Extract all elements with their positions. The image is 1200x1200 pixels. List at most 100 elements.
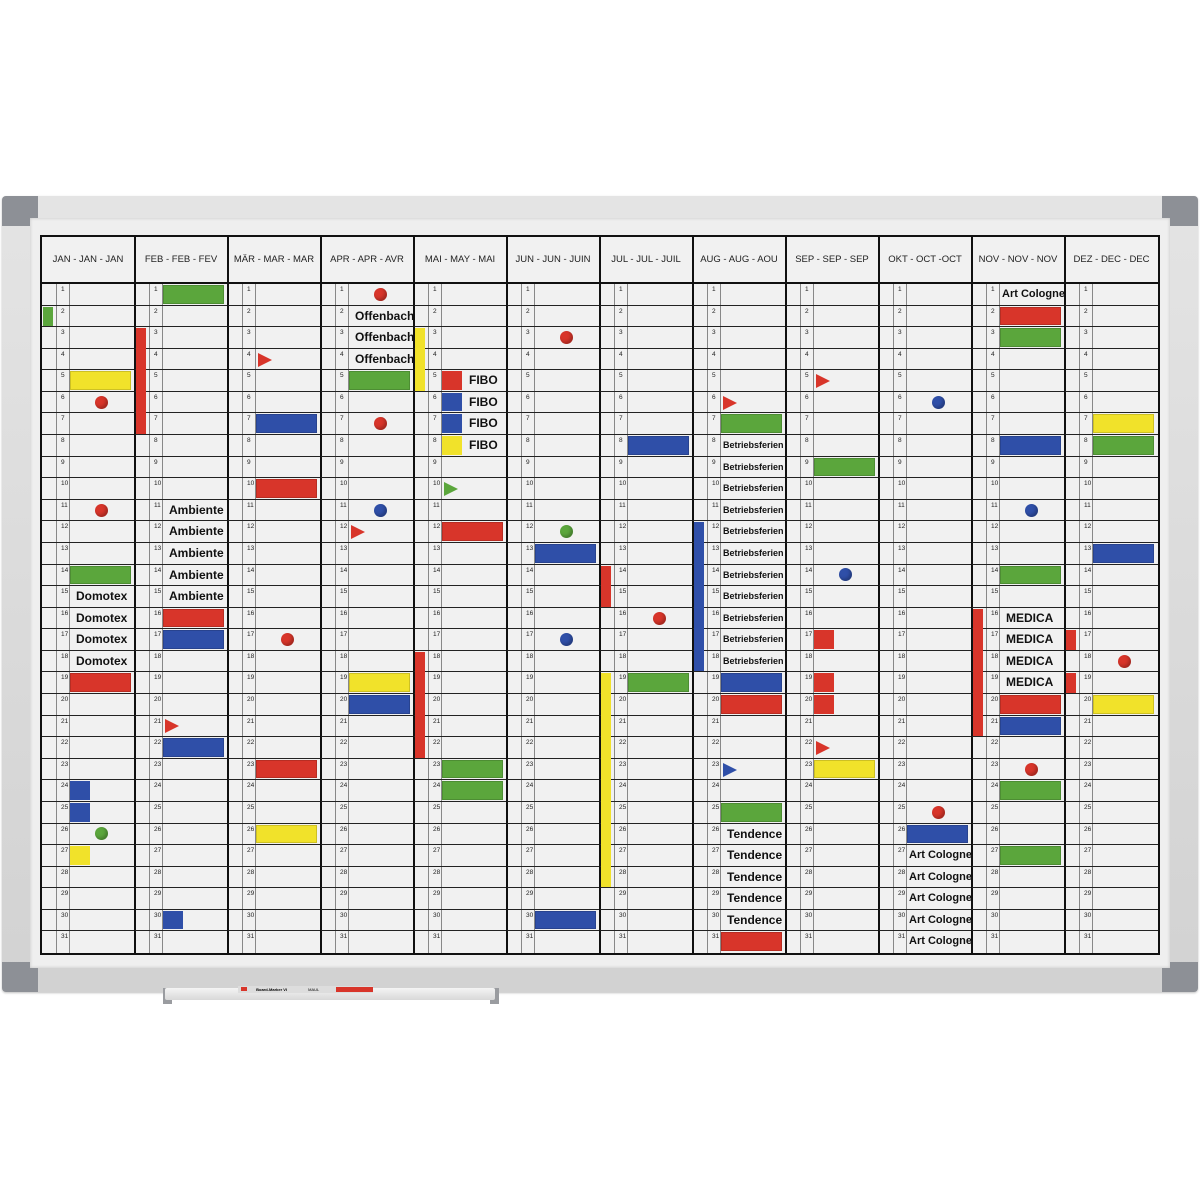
magnetic-bar[interactable] bbox=[721, 414, 782, 434]
day-row[interactable]: 20 bbox=[228, 694, 320, 716]
day-row[interactable]: 5 bbox=[786, 370, 878, 392]
day-row[interactable]: 31 bbox=[786, 931, 878, 953]
magnetic-bar[interactable] bbox=[256, 824, 317, 844]
magnetic-square[interactable] bbox=[442, 414, 462, 434]
day-row[interactable]: 3 bbox=[1065, 327, 1158, 349]
day-row[interactable]: 12 bbox=[600, 521, 692, 543]
day-row[interactable]: 5 bbox=[228, 370, 320, 392]
day-row[interactable]: 3 bbox=[879, 327, 971, 349]
day-row[interactable]: 20 bbox=[42, 694, 134, 716]
day-row[interactable]: 14 bbox=[693, 564, 785, 587]
day-row[interactable]: 13 bbox=[972, 542, 1064, 565]
magnetic-bar[interactable] bbox=[907, 824, 968, 844]
day-row[interactable]: 27 bbox=[321, 845, 413, 867]
day-row[interactable]: 17 bbox=[321, 629, 413, 651]
day-row[interactable]: 13 bbox=[321, 542, 413, 565]
day-row[interactable]: 4 bbox=[786, 348, 878, 371]
day-row[interactable]: 21 bbox=[414, 715, 506, 738]
magnetic-bar[interactable] bbox=[163, 608, 224, 628]
day-row[interactable]: 23 bbox=[786, 758, 878, 781]
day-row[interactable]: 16 bbox=[135, 607, 227, 630]
magnetic-bar[interactable] bbox=[721, 802, 782, 822]
magnetic-bar[interactable] bbox=[1000, 565, 1061, 585]
board-marker[interactable]: Board-Marker VI MAUL bbox=[238, 986, 373, 993]
magnetic-bar[interactable] bbox=[442, 759, 503, 779]
day-row[interactable]: 18 bbox=[414, 650, 506, 673]
magnetic-strip[interactable] bbox=[1066, 673, 1076, 694]
day-row[interactable]: 10 bbox=[1065, 478, 1158, 500]
flag-triangle-icon[interactable] bbox=[816, 740, 830, 755]
magnetic-square[interactable] bbox=[70, 781, 90, 800]
day-row[interactable]: 27 bbox=[135, 845, 227, 867]
day-row[interactable]: 11 bbox=[786, 499, 878, 522]
magnetic-strip[interactable] bbox=[415, 328, 425, 391]
day-row[interactable]: 27 bbox=[507, 845, 599, 867]
day-row[interactable]: 28 bbox=[414, 866, 506, 889]
day-row[interactable]: 31 bbox=[600, 931, 692, 953]
magnetic-bar[interactable] bbox=[256, 414, 317, 434]
day-row[interactable]: 12 bbox=[414, 521, 506, 543]
day-row[interactable]: 11 bbox=[135, 499, 227, 522]
day-row[interactable]: 14 bbox=[786, 564, 878, 587]
day-row[interactable]: 8 bbox=[1065, 435, 1158, 457]
day-row[interactable]: 28 bbox=[600, 866, 692, 889]
day-row[interactable]: 4 bbox=[135, 348, 227, 371]
day-row[interactable]: 20 bbox=[507, 694, 599, 716]
day-row[interactable]: 26 bbox=[1065, 823, 1158, 846]
day-row[interactable]: 24 bbox=[786, 780, 878, 802]
day-row[interactable]: 7 bbox=[786, 413, 878, 436]
day-row[interactable]: 27 bbox=[972, 845, 1064, 867]
day-row[interactable]: 25 bbox=[228, 801, 320, 824]
day-row[interactable]: 18 bbox=[600, 650, 692, 673]
day-row[interactable]: 16 bbox=[321, 607, 413, 630]
day-row[interactable]: 5 bbox=[879, 370, 971, 392]
day-row[interactable]: 21 bbox=[972, 715, 1064, 738]
day-row[interactable]: 29 bbox=[693, 888, 785, 910]
day-row[interactable]: 16 bbox=[600, 607, 692, 630]
day-row[interactable]: 10 bbox=[507, 478, 599, 500]
day-row[interactable]: 9 bbox=[507, 456, 599, 479]
magnetic-bar[interactable] bbox=[628, 436, 689, 455]
day-row[interactable]: 14 bbox=[414, 564, 506, 587]
day-row[interactable]: 25 bbox=[600, 801, 692, 824]
day-row[interactable]: 16 bbox=[786, 607, 878, 630]
day-row[interactable]: 19 bbox=[600, 672, 692, 695]
day-row[interactable]: 19 bbox=[414, 672, 506, 695]
day-row[interactable]: 17 bbox=[693, 629, 785, 651]
magnetic-bar[interactable] bbox=[1000, 781, 1061, 800]
day-row[interactable]: 21 bbox=[879, 715, 971, 738]
magnetic-bar[interactable] bbox=[349, 695, 410, 714]
magnetic-bar[interactable] bbox=[1000, 436, 1061, 455]
day-row[interactable]: 15 bbox=[693, 586, 785, 608]
day-row[interactable]: 2 bbox=[972, 305, 1064, 328]
day-row[interactable]: 21 bbox=[1065, 715, 1158, 738]
day-row[interactable]: 6 bbox=[879, 391, 971, 414]
day-row[interactable]: 1 bbox=[321, 284, 413, 306]
day-row[interactable]: 7 bbox=[414, 413, 506, 436]
day-row[interactable]: 31 bbox=[972, 931, 1064, 953]
day-row[interactable]: 27 bbox=[1065, 845, 1158, 867]
day-row[interactable]: 6 bbox=[135, 391, 227, 414]
day-row[interactable]: 28 bbox=[135, 866, 227, 889]
day-row[interactable]: 15 bbox=[879, 586, 971, 608]
day-row[interactable]: 22 bbox=[507, 737, 599, 759]
day-row[interactable]: 17 bbox=[414, 629, 506, 651]
day-row[interactable]: 26 bbox=[972, 823, 1064, 846]
day-row[interactable]: 22 bbox=[1065, 737, 1158, 759]
day-row[interactable]: 6 bbox=[42, 391, 134, 414]
magnetic-bar[interactable] bbox=[1000, 846, 1061, 865]
day-row[interactable]: 22 bbox=[786, 737, 878, 759]
day-row[interactable]: 9 bbox=[42, 456, 134, 479]
day-row[interactable]: 13 bbox=[507, 542, 599, 565]
day-row[interactable]: 10 bbox=[135, 478, 227, 500]
day-row[interactable]: 1 bbox=[507, 284, 599, 306]
day-row[interactable]: 1 bbox=[972, 284, 1064, 306]
day-row[interactable]: 8 bbox=[414, 435, 506, 457]
day-row[interactable]: 10 bbox=[693, 478, 785, 500]
day-row[interactable]: 20 bbox=[414, 694, 506, 716]
day-row[interactable]: 5 bbox=[414, 370, 506, 392]
day-row[interactable]: 18 bbox=[879, 650, 971, 673]
day-row[interactable]: 6 bbox=[693, 391, 785, 414]
flag-triangle-icon[interactable] bbox=[723, 762, 737, 777]
magnet-dot-icon[interactable] bbox=[559, 330, 573, 344]
